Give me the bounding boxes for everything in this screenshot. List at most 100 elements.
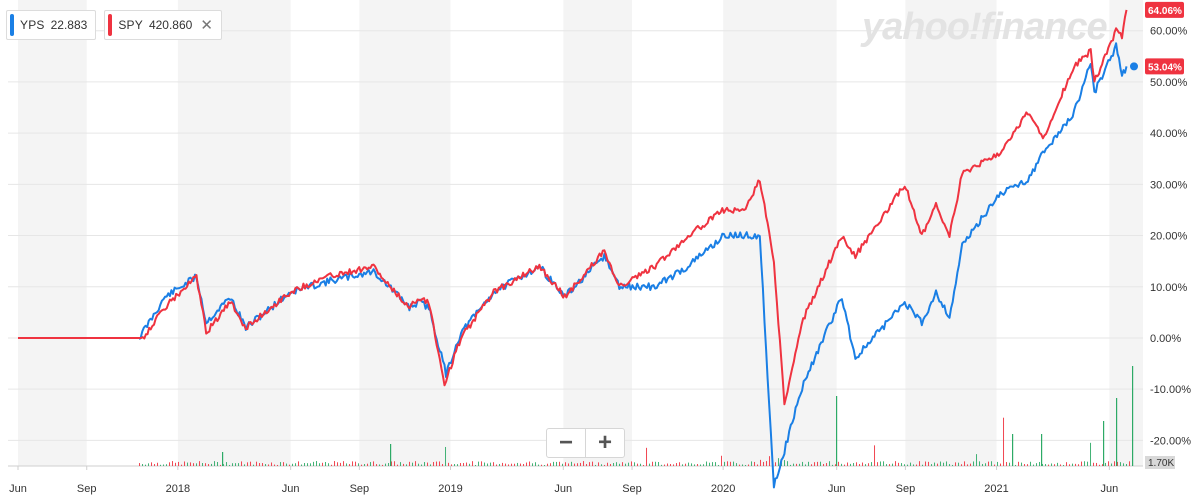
volume-bar — [187, 462, 189, 466]
volume-bar — [466, 462, 468, 466]
volume-bar — [1126, 464, 1128, 466]
legend-symbol-yps: YPS — [20, 18, 45, 32]
volume-bar — [379, 464, 381, 466]
y-tick-label: -20.00% — [1150, 435, 1191, 447]
volume-bar — [850, 463, 852, 466]
volume-bar — [790, 464, 792, 466]
volume-bar — [871, 462, 873, 466]
volume-bar — [778, 458, 780, 466]
volume-bar — [601, 464, 603, 466]
legend: YPS 22.883 SPY 420.860 ✕ — [6, 10, 222, 40]
volume-bar — [718, 464, 720, 466]
volume-bar — [1063, 464, 1065, 466]
volume-bar — [352, 461, 354, 466]
volume-bar — [370, 462, 372, 466]
volume-bar — [712, 462, 714, 466]
volume-bar — [262, 463, 264, 466]
volume-bar — [520, 463, 522, 466]
volume-bar — [1116, 398, 1118, 466]
volume-bar — [412, 462, 414, 466]
volume-bar — [865, 464, 867, 466]
volume-bar — [436, 461, 438, 466]
volume-bar — [1033, 464, 1035, 466]
volume-bar — [1000, 463, 1002, 466]
volume-bar — [208, 464, 210, 466]
volume-bar — [292, 463, 294, 466]
volume-bar — [364, 463, 366, 466]
volume-bar — [1045, 464, 1047, 466]
legend-chip-spy[interactable]: SPY 420.860 ✕ — [104, 10, 222, 40]
volume-bar — [463, 463, 465, 466]
volume-bar — [886, 464, 888, 466]
volume-bar — [427, 462, 429, 466]
volume-bar — [154, 464, 156, 466]
volume-bar — [820, 461, 822, 466]
volume-bar — [268, 464, 270, 466]
volume-bar — [832, 464, 834, 466]
volume-bar — [856, 462, 858, 466]
volume-bar — [382, 464, 384, 466]
volume-bar — [490, 462, 492, 466]
volume-bar — [787, 461, 789, 466]
volume-bar — [313, 461, 315, 466]
zoom-controls: − + — [546, 428, 625, 458]
volume-bar — [442, 464, 444, 466]
close-icon[interactable]: ✕ — [200, 17, 213, 34]
volume-bar — [346, 463, 348, 466]
x-tick-label: Jun — [828, 483, 846, 495]
spy-color-swatch — [108, 14, 113, 36]
background-band — [563, 0, 633, 466]
volume-bar — [907, 464, 909, 466]
volume-bar — [214, 461, 216, 466]
volume-bar — [988, 461, 990, 466]
volume-bar — [955, 462, 957, 466]
volume-bar — [724, 461, 726, 466]
volume-bar — [205, 463, 207, 466]
volume-bar — [925, 461, 927, 466]
volume-bar — [544, 464, 546, 466]
volume-bar — [1120, 462, 1122, 466]
legend-chip-yps[interactable]: YPS 22.883 — [6, 10, 97, 40]
volume-bar — [628, 462, 630, 466]
volume-bar — [652, 461, 654, 466]
volume-bar — [730, 461, 732, 466]
volume-bar — [721, 455, 723, 466]
y-tick-label: -10.00% — [1150, 384, 1191, 396]
volume-bar — [1051, 463, 1053, 466]
volume-bar — [277, 464, 279, 466]
volume-bar — [853, 463, 855, 466]
x-tick-label: Jun — [1100, 483, 1118, 495]
volume-bar — [727, 461, 729, 466]
volume-bar — [235, 463, 237, 466]
volume-max-tag: 1.70K — [1145, 456, 1175, 469]
volume-bar — [1090, 442, 1092, 466]
volume-bar — [586, 464, 588, 466]
volume-bar — [550, 463, 552, 466]
volume-bar — [976, 454, 978, 466]
volume-bar — [694, 464, 696, 466]
volume-bar — [1096, 462, 1098, 466]
yps-color-swatch — [10, 14, 14, 36]
last-value-label-yps: 53.04% — [1145, 58, 1184, 75]
volume-bar — [589, 462, 591, 466]
volume-bar — [958, 462, 960, 466]
volume-bar — [340, 462, 342, 466]
volume-bar — [394, 461, 396, 466]
volume-bar — [505, 463, 507, 466]
volume-bar — [1042, 463, 1044, 466]
zoom-in-button[interactable]: + — [585, 429, 624, 457]
volume-bar — [358, 463, 360, 466]
zoom-out-button[interactable]: − — [558, 429, 573, 456]
volume-bar — [751, 461, 753, 466]
volume-bar — [1117, 461, 1119, 466]
volume-bar — [631, 461, 633, 466]
volume-bar — [496, 464, 498, 466]
volume-bar — [565, 462, 567, 466]
volume-bar — [763, 461, 765, 466]
volume-bar — [1030, 461, 1032, 466]
volume-bar — [868, 463, 870, 466]
volume-bar — [604, 464, 606, 466]
volume-bar — [610, 463, 612, 466]
